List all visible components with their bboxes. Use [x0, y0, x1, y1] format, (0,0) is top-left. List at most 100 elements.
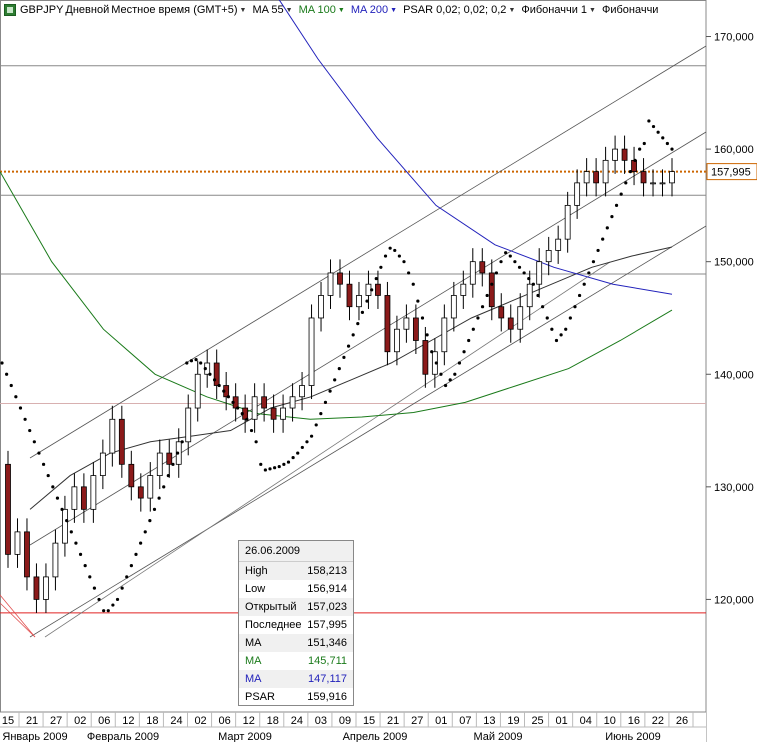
candle-body	[441, 317, 448, 353]
candle-body	[185, 407, 192, 443]
candle-body	[43, 576, 49, 600]
psar-dot	[175, 451, 180, 455]
psar-dot	[92, 586, 97, 590]
data-window-row: PSAR 159,916	[239, 688, 353, 706]
candle-body	[460, 283, 467, 296]
candle-body	[583, 171, 590, 184]
psar-dot	[379, 265, 383, 269]
psar-dot	[65, 519, 69, 523]
x-day-label: 02	[194, 715, 206, 727]
candle-body	[507, 317, 514, 330]
candle-body	[564, 204, 571, 240]
psar-dot	[619, 192, 623, 196]
psar-dot	[337, 367, 341, 371]
psar-dot	[18, 406, 23, 410]
psar-dot	[462, 350, 466, 354]
candle-body	[33, 576, 40, 600]
candle-body	[394, 328, 400, 353]
psar-dot	[601, 237, 605, 241]
indicator-ma55[interactable]: MA 55 ▼	[252, 4, 292, 16]
psar-dot	[656, 130, 660, 134]
psar-dot	[541, 305, 545, 309]
trend-channel-line	[29, 45, 707, 459]
x-day-label: 02	[74, 715, 86, 727]
psar-dot	[32, 440, 36, 444]
x-day-label: 21	[387, 715, 399, 727]
psar-dot	[383, 254, 388, 258]
psar-dot	[323, 400, 328, 405]
psar-dot	[259, 462, 263, 466]
indicator-fib1[interactable]: Фибоначчи 1 ▼	[521, 4, 596, 16]
psar-dot	[550, 327, 554, 331]
candle-body	[118, 418, 125, 465]
psar-dot	[314, 423, 318, 427]
x-day-label: 01	[556, 715, 568, 727]
psar-dot	[152, 507, 157, 511]
psar-dot	[577, 293, 582, 298]
psar-dot	[102, 609, 106, 613]
psar-dot	[305, 440, 309, 444]
psar-dot	[351, 333, 355, 337]
ma200-line	[278, 0, 673, 295]
candle-body	[640, 171, 647, 184]
psar-dot	[14, 395, 18, 399]
x-day-label: 10	[604, 715, 616, 727]
indicator-ma100[interactable]: MA 100 ▼	[299, 4, 345, 16]
candle-body	[488, 272, 495, 308]
instrument-icon	[4, 4, 16, 16]
x-day-label: 15	[363, 715, 375, 727]
data-window-date: 26.06.2009	[239, 541, 353, 562]
x-day-label: 12	[243, 715, 255, 727]
psar-dot	[407, 271, 411, 275]
x-day-label: 27	[50, 715, 62, 727]
psar-dot	[554, 338, 559, 343]
candle-body	[99, 452, 106, 476]
psar-dot	[628, 170, 633, 174]
x-day-label: 24	[291, 715, 303, 727]
candle-body	[574, 182, 581, 206]
y-tick-label: 150,000	[714, 257, 754, 269]
psar-dot	[587, 271, 591, 275]
x-day-label: 22	[652, 715, 664, 727]
psar-dot	[402, 260, 406, 264]
indicator-label: Фибоначчи	[601, 4, 659, 16]
psar-dot	[171, 462, 175, 466]
psar-dot	[194, 358, 198, 362]
psar-dot	[300, 445, 304, 450]
indicator-fib2[interactable]: Фибоначчи	[602, 4, 658, 16]
indicator-psar[interactable]: PSAR 0,02; 0,02; 0,2 ▼	[403, 4, 515, 16]
symbol-selector[interactable]: GBPJPY Дневной Местное время (GMT+5) ▼	[4, 4, 246, 16]
y-tick-label: 140,000	[714, 369, 754, 381]
psar-dot	[291, 455, 295, 460]
candle-body	[650, 182, 656, 185]
data-window-label: MA	[245, 637, 262, 649]
candle-body	[5, 463, 11, 555]
psar-dot	[591, 260, 596, 264]
psar-dot	[568, 316, 572, 320]
data-window-label: Последнее	[245, 619, 302, 631]
indicator-ma200[interactable]: MA 200 ▼	[351, 4, 397, 16]
data-window-label: MA	[245, 655, 262, 667]
psar-dot	[665, 141, 669, 146]
psar-dot	[425, 333, 429, 337]
data-window-label: MA	[245, 673, 262, 685]
candle-body	[327, 272, 334, 296]
psar-dot	[88, 575, 92, 579]
psar-dot	[74, 541, 78, 545]
data-window-value: 147,117	[308, 673, 347, 685]
data-window-row: Открытый 157,023	[239, 598, 353, 616]
psar-dot	[240, 412, 244, 416]
candle-body	[526, 283, 533, 308]
psar-dot	[97, 597, 101, 602]
candle-body	[80, 486, 87, 510]
psar-dot	[559, 333, 563, 337]
data-window-row: Последнее 157,995	[239, 616, 353, 634]
psar-dot	[453, 372, 457, 376]
psar-dot	[365, 299, 369, 303]
data-window-label: PSAR	[245, 691, 275, 703]
psar-dot	[443, 383, 448, 388]
psar-dot	[69, 530, 73, 534]
candle-body	[555, 238, 562, 251]
